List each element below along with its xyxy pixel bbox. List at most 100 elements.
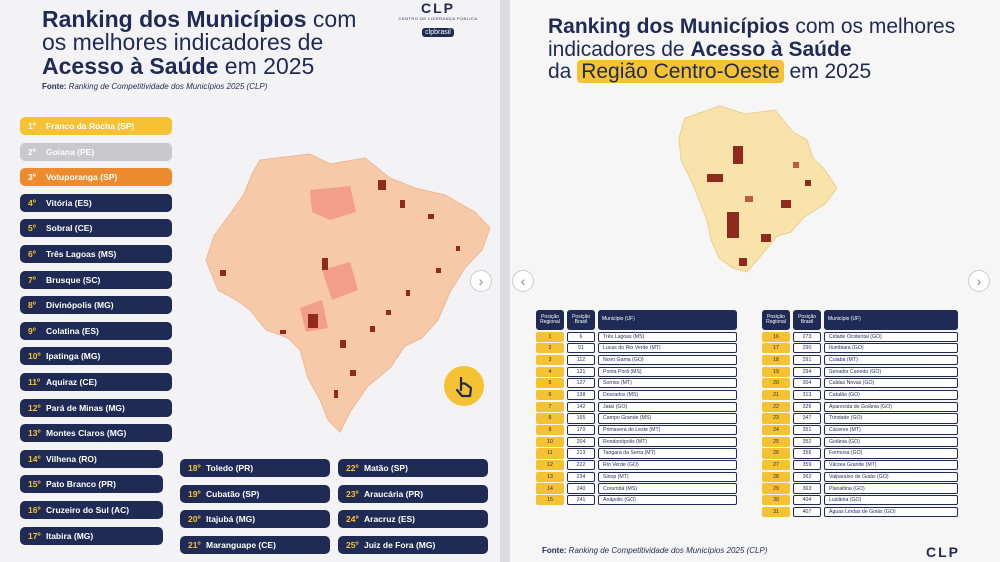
table-row: 13 234 Sinop (MT) [536, 471, 737, 482]
table-row: 14 240 Corumbá (MS) [536, 483, 737, 494]
chevron-left-icon: ‹ [520, 273, 526, 289]
municipality-mark [406, 290, 410, 296]
source-note: Fonte: Ranking de Competitividade dos Mu… [42, 82, 268, 91]
municipality-mark [456, 246, 460, 251]
rank-item: 25º Juiz de Fora (MG) [338, 535, 488, 554]
table-row: 28 362 Valparaíso de Goiás (GO) [762, 471, 958, 482]
region-outline [678, 105, 838, 273]
table-row: 7 142 Jataí (GO) [536, 401, 737, 412]
table-header: Posição Regional Posição Brasil Municípi… [536, 310, 737, 330]
municipality-mark [334, 390, 338, 398]
municipality-mark [378, 180, 386, 190]
table-row: 4 121 Ponta Porã (MS) [536, 366, 737, 377]
table-row: 22 326 Aparecida de Goiânia (GO) [762, 401, 958, 412]
table-row: 8 165 Campo Grande (MS) [536, 413, 737, 424]
table-row: 30 404 Luziânia (GO) [762, 495, 958, 506]
municipality-mark [739, 258, 747, 266]
slide-title: Ranking dos Municípios com os melhores i… [548, 15, 956, 84]
prev-slide-button[interactable]: ‹ [512, 270, 534, 292]
table-row: 19 294 Senador Canedo (GO) [762, 366, 958, 377]
rank-item: 16º Cruzeiro do Sul (AC) [20, 501, 163, 519]
rank-item: 21º Maranguape (CE) [180, 535, 330, 554]
table-row: 11 213 Tangará da Serra (MT) [536, 448, 737, 459]
slide-centro-oeste-ranking: Ranking dos Municípios com os melhores i… [510, 0, 1000, 562]
table-row: 24 351 Cáceres (MT) [762, 425, 958, 436]
municipality-mark [350, 370, 356, 376]
hand-pointer-icon [455, 376, 473, 398]
clp-logo: CLP [926, 544, 960, 560]
slide-title: Ranking dos Municípios com os melhores i… [42, 6, 357, 79]
table-row: 25 352 Goiânia (GO) [762, 436, 958, 447]
rank-item: 18º Toledo (PR) [180, 459, 330, 477]
rank-item: 24º Aracruz (ES) [338, 510, 488, 529]
rank-item: 22º Matão (SP) [338, 459, 488, 477]
municipality-mark [428, 214, 434, 219]
regional-table-left: Posição Regional Posição Brasil Municípi… [536, 310, 737, 506]
highlight-region [322, 262, 358, 300]
regional-table-right: Posição Regional Posição Brasil Municípi… [762, 310, 958, 517]
municipality-mark [781, 200, 791, 208]
table-row: 15 241 Anápolis (GO) [536, 495, 737, 506]
municipality-mark [793, 162, 799, 168]
rank-item: 20º Itajubá (MG) [180, 510, 330, 529]
table-row: 5 127 Sorriso (MT) [536, 378, 737, 389]
table-row: 1 6 Três Lagoas (MS) [536, 331, 737, 342]
slide-brazil-ranking: Ranking dos Municípios com os melhores i… [20, 0, 492, 554]
municipality-mark [322, 258, 328, 270]
municipality-mark [745, 196, 753, 202]
region-highlight: Região Centro-Oeste [577, 60, 784, 84]
rank-item: 14º Vilhena (RO) [20, 449, 163, 468]
municipality-mark [386, 310, 391, 315]
rank-item: 3º Votuporanga (SP) [20, 168, 172, 187]
table-row: 21 313 Catalão (GO) [762, 389, 958, 401]
municipality-mark [805, 180, 811, 186]
municipality-mark [707, 174, 723, 182]
rank-item: 23º Araucária (PR) [338, 484, 488, 503]
table-row: 6 138 Dourados (MS) [536, 389, 737, 401]
table-row: 17 290 Itumbiara (GO) [762, 343, 958, 354]
table-row: 9 170 Primavera do Leste (MT) [536, 425, 737, 436]
table-row: 26 356 Formosa (GO) [762, 448, 958, 459]
municipality-mark [400, 200, 405, 208]
rank-item: 7º Brusque (SC) [20, 270, 172, 289]
municipality-mark [761, 234, 771, 242]
next-slide-button[interactable]: › [470, 270, 492, 292]
chevron-right-icon: › [478, 273, 484, 289]
municipality-mark [733, 146, 743, 164]
rank-item: 6º Três Lagoas (MS) [20, 245, 172, 263]
table-row: 10 204 Rondonópolis (MT) [536, 436, 737, 447]
table-row: 18 291 Cuiabá (MT) [762, 354, 958, 366]
brazil-map [205, 153, 491, 433]
municipality-mark [436, 268, 441, 273]
slide-separator [500, 0, 510, 562]
rank-item: 12º Pará de Minas (MG) [20, 398, 172, 417]
municipality-mark [340, 340, 346, 348]
centro-oeste-map [678, 105, 838, 273]
highlight-region [310, 186, 356, 220]
rank-item: 1º Franco da Rocha (SP) [20, 117, 172, 135]
rank-item: 9º Colatina (ES) [20, 321, 172, 340]
rank-item: 8º Divinópolis (MG) [20, 296, 172, 315]
municipality-mark [308, 314, 318, 328]
table-row: 29 363 Planaltina (GO) [762, 483, 958, 494]
next-slide-button[interactable]: › [968, 270, 990, 292]
rank-item: 19º Cubatão (SP) [180, 484, 330, 503]
table-row: 12 222 Rio Verde (GO) [536, 460, 737, 471]
rank-item: 11º Aquiraz (CE) [20, 373, 172, 391]
source-note: Fonte: Ranking de Competitividade dos Mu… [542, 546, 768, 555]
table-header: Posição Regional Posição Brasil Municípi… [762, 310, 958, 330]
chevron-right-icon: › [976, 273, 982, 289]
rank-item: 15º Pato Branco (PR) [20, 475, 163, 494]
clp-logo: CLP [421, 0, 455, 16]
rank-item: 5º Sobral (CE) [20, 219, 172, 238]
table-row: 20 304 Caldas Novas (GO) [762, 378, 958, 389]
municipality-mark [727, 212, 739, 238]
social-handle: clpbrasil [422, 28, 454, 37]
table-row: 27 359 Várzea Grande (MT) [762, 460, 958, 471]
table-row: 31 407 Águas Lindas de Goiás (GO) [762, 506, 958, 517]
municipality-mark [220, 270, 226, 276]
municipality-mark [280, 330, 286, 334]
rank-item: 2º Goiana (PE) [20, 142, 172, 161]
tap-hint-button[interactable] [444, 366, 484, 406]
